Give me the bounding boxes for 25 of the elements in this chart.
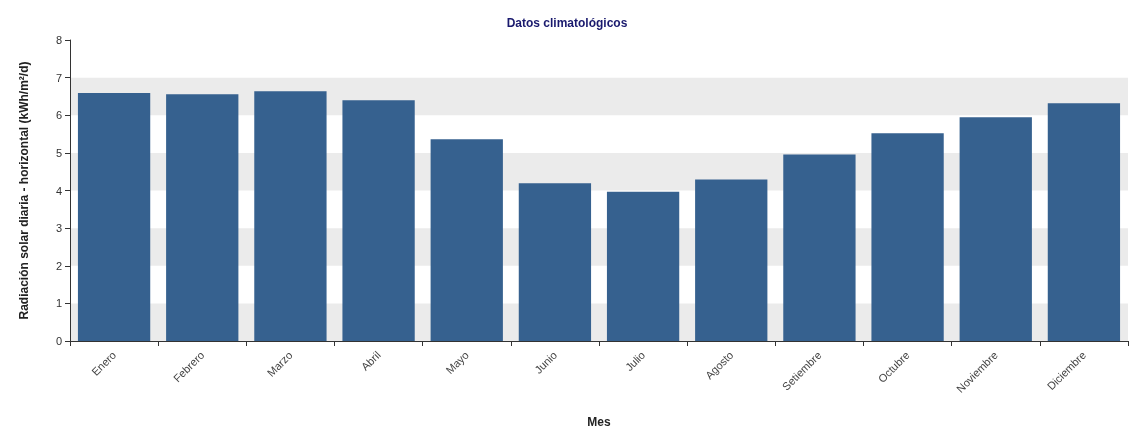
y-tick-label: 4 [55,184,62,197]
bar [77,93,151,341]
y-tick-label: 0 [55,335,62,347]
x-tick-label: Julio [622,348,648,374]
y-tick-label: 5 [55,146,62,159]
bar [959,117,1032,341]
y-tick-label: 2 [55,259,62,272]
y-axis-title: Radiación solar diaria - horizontal (kWh/m²/d) [17,61,31,320]
y-tick-label: 7 [55,71,62,84]
y-tick-label: 6 [55,109,62,122]
y-tick-label: 3 [55,222,62,235]
bar [783,154,856,341]
bar [166,94,239,341]
bar [254,91,327,341]
bar [430,139,503,341]
x-axis-title: Mes [587,415,611,429]
chart-title: Datos climatológicos [506,16,628,30]
bar [518,183,592,341]
bar [695,179,768,341]
bar [606,191,680,341]
bar [342,100,415,341]
y-tick-label: 8 [55,34,62,46]
y-tick-label: 1 [55,297,62,310]
bar [1047,103,1121,341]
bar [871,133,944,341]
